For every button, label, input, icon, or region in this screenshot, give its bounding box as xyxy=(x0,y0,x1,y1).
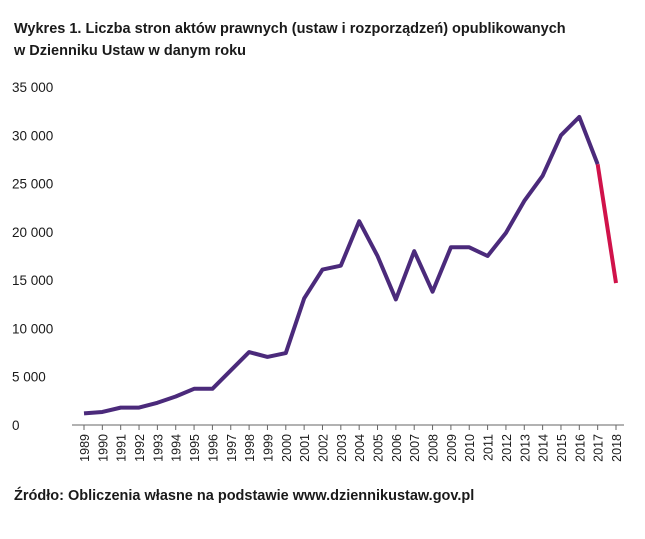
y-tick-label: 5 000 xyxy=(12,370,46,385)
y-tick-label: 15 000 xyxy=(12,273,53,288)
x-tick-label: 2013 xyxy=(518,434,532,462)
x-tick-label: 2014 xyxy=(537,434,551,462)
data-point-2015 xyxy=(559,133,563,137)
y-tick-label: 20 000 xyxy=(12,225,53,240)
x-tick-label: 2016 xyxy=(573,434,587,462)
data-point-2000 xyxy=(284,351,288,355)
data-point-2006 xyxy=(394,297,398,301)
x-tick-label: 2003 xyxy=(335,434,349,462)
data-point-1993 xyxy=(155,401,159,405)
x-tick-label: 1994 xyxy=(170,434,184,462)
y-tick-label: 10 000 xyxy=(12,321,53,336)
data-point-2007 xyxy=(412,249,416,253)
data-point-1989 xyxy=(82,411,86,415)
data-point-1992 xyxy=(137,406,141,410)
x-tick-label: 2008 xyxy=(427,434,441,462)
x-tick-label: 1990 xyxy=(96,434,110,462)
x-tick-label: 2005 xyxy=(372,434,386,462)
series-line-main xyxy=(83,114,600,416)
x-tick-label: 1991 xyxy=(115,434,129,462)
x-tick-label: 2002 xyxy=(316,434,330,462)
x-axis: 1989 1990 1991 1992 1993 1994 1995 1996 1997 1998… xyxy=(72,424,624,462)
series xyxy=(82,114,618,416)
data-point-2004 xyxy=(357,219,361,223)
data-point-2012 xyxy=(504,231,508,235)
x-tick-label: 2004 xyxy=(353,434,367,462)
x-tick-label: 1997 xyxy=(225,434,239,462)
x-tick-label: 1995 xyxy=(188,434,202,462)
data-point-2016 xyxy=(577,115,581,119)
data-point-2010 xyxy=(467,245,471,249)
data-point-1996 xyxy=(210,387,214,391)
x-tick-label: 2015 xyxy=(555,434,569,462)
data-point-2018 xyxy=(614,281,618,285)
data-point-2001 xyxy=(302,296,306,300)
x-tick-label: 1996 xyxy=(206,434,220,462)
data-point-2011 xyxy=(486,254,490,258)
source-note: Źródło: Obliczenia własne na podstawie w… xyxy=(14,488,475,504)
x-tick-label: 2010 xyxy=(463,434,477,462)
data-point-1994 xyxy=(174,395,178,399)
x-tick-label: 1998 xyxy=(243,434,257,462)
data-point-1991 xyxy=(119,406,123,410)
data-point-2008 xyxy=(431,290,435,294)
x-tick-label: 2017 xyxy=(592,434,606,462)
chart-title: Wykres 1. Liczba stron aktów prawnych (u… xyxy=(14,18,634,62)
x-tick-label: 1989 xyxy=(78,434,92,462)
x-tick-label: 2006 xyxy=(390,434,404,462)
y-tick-label: 0 xyxy=(12,418,20,433)
chart-title-line-1: Wykres 1. Liczba stron aktów prawnych (u… xyxy=(14,21,566,37)
data-point-2017 xyxy=(596,162,600,166)
x-tick-label: 2018 xyxy=(610,434,624,462)
data-point-1990 xyxy=(100,410,104,414)
x-tick-label: 2009 xyxy=(445,434,459,462)
data-point-2003 xyxy=(339,264,343,268)
y-axis: 0 5 000 10 000 15 000 20 000 25 000 30 000 35 0… xyxy=(12,80,53,433)
data-point-1999 xyxy=(265,355,269,359)
data-point-1995 xyxy=(192,387,196,391)
x-tick-label: 2012 xyxy=(500,434,514,462)
x-tick-label: 1999 xyxy=(261,434,275,462)
x-tick-label: 1993 xyxy=(151,434,165,462)
data-point-2014 xyxy=(541,174,545,178)
data-point-2013 xyxy=(522,199,526,203)
data-point-1998 xyxy=(247,350,251,354)
series-line-highlight xyxy=(595,163,618,284)
x-tick-label: 2000 xyxy=(280,434,294,462)
y-tick-label: 25 000 xyxy=(12,177,53,192)
data-point-2005 xyxy=(376,254,380,258)
x-tick-label: 2007 xyxy=(408,434,422,462)
y-tick-label: 30 000 xyxy=(12,128,53,143)
data-point-1997 xyxy=(229,368,233,372)
chart-title-line-2: w Dzienniku Ustaw w danym roku xyxy=(14,43,247,59)
x-tick-label: 2011 xyxy=(482,434,496,461)
data-point-2002 xyxy=(320,268,324,272)
x-tick-label: 1992 xyxy=(133,434,147,462)
y-tick-label: 35 000 xyxy=(12,80,53,95)
data-point-2009 xyxy=(449,245,453,249)
x-tick-label: 2001 xyxy=(298,434,312,462)
